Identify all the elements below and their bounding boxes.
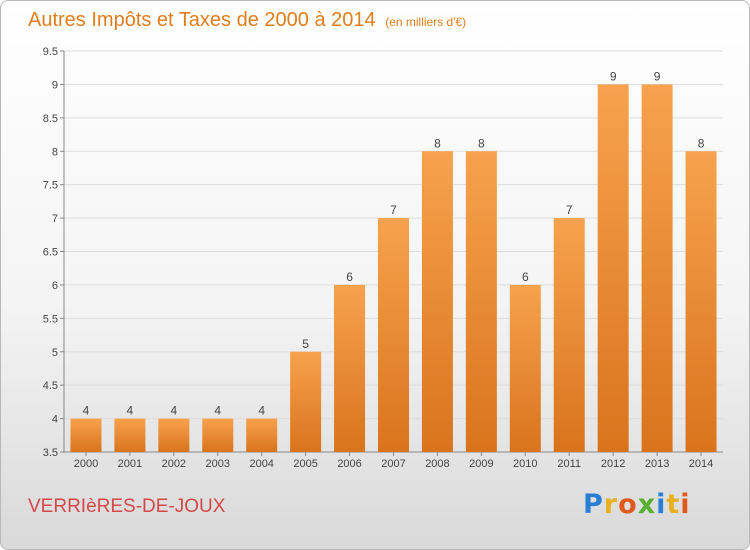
bar — [202, 418, 234, 452]
x-tick-label: 2011 — [557, 458, 581, 470]
labels: 4 4 4 4 4 5 6 7 8 8 6 7 9 9 8 — [83, 69, 705, 417]
bar — [509, 284, 541, 452]
y-tick-label: 5.5 — [43, 313, 58, 325]
y-tick-label: 6.5 — [43, 247, 58, 259]
chart-unit: (en milliers d'€) — [385, 15, 467, 29]
bar-value-label: 7 — [390, 203, 397, 217]
bar-value-label: 4 — [127, 404, 134, 418]
bar — [158, 418, 190, 452]
y-tick-label: 9 — [52, 79, 58, 91]
bar-value-label: 8 — [698, 136, 705, 150]
bar-value-label: 6 — [522, 270, 529, 284]
bar-value-label: 4 — [258, 404, 265, 418]
logo-letter: x — [637, 489, 657, 520]
bar — [334, 284, 366, 452]
bar — [246, 418, 278, 452]
bar-value-label: 4 — [83, 404, 90, 418]
bar — [465, 151, 497, 452]
bar — [553, 218, 585, 452]
bar-value-label: 8 — [434, 136, 441, 150]
y-tick-label: 7.5 — [43, 180, 58, 192]
logo-letter: i — [680, 489, 691, 520]
bars — [70, 84, 717, 453]
x-tick-label: 2013 — [645, 458, 669, 470]
chart-title: Autres Impôts et Taxes de 2000 à 2014 (e… — [28, 9, 466, 32]
chart-title-text: Autres Impôts et Taxes de 2000 à 2014 — [28, 9, 376, 31]
x-tick-label: 2012 — [601, 458, 625, 470]
y-tick-label: 6 — [52, 280, 58, 292]
x-tick-label: 2003 — [206, 458, 230, 470]
y-tick-label: 7 — [52, 213, 58, 225]
x-tick-label: 2010 — [513, 458, 537, 470]
proxiti-logo: Proxiti — [583, 489, 691, 520]
x-tick-label: 2000 — [74, 458, 98, 470]
x-tick-label: 2008 — [425, 458, 449, 470]
logo-letter: o — [618, 489, 638, 520]
logo-letter: r — [603, 489, 619, 520]
bar-value-label: 6 — [346, 270, 353, 284]
bar — [290, 351, 322, 452]
bar-value-label: 5 — [302, 337, 309, 351]
bar-value-label: 7 — [566, 203, 573, 217]
commune-name: VERRIèRES-DE-JOUX — [28, 496, 226, 517]
x-tick-label: 2002 — [162, 458, 186, 470]
bar — [685, 151, 717, 452]
bar — [378, 218, 409, 452]
y-tick-label: 8 — [52, 146, 58, 158]
bar-value-label: 8 — [478, 136, 485, 150]
logo-letter: P — [583, 489, 604, 520]
bar-value-label: 9 — [610, 69, 617, 83]
x-tick-label: 2014 — [689, 458, 713, 470]
y-tick-label: 4 — [52, 414, 58, 426]
x-tick-label: 2007 — [381, 458, 405, 470]
logo-letter: i — [656, 489, 667, 520]
bar-value-label: 9 — [654, 69, 661, 83]
y-tick-label: 8.5 — [43, 113, 58, 125]
y-tick-label: 5 — [52, 347, 58, 359]
y-tick-label: 9.5 — [43, 46, 58, 58]
bar — [70, 418, 102, 452]
x-tick-label: 2004 — [249, 458, 273, 470]
y-tick-label: 3.5 — [43, 447, 58, 459]
bar-value-label: 4 — [170, 404, 177, 418]
bar — [641, 84, 673, 453]
bar — [114, 418, 146, 452]
y-tick-label: 4.5 — [43, 380, 58, 392]
bar — [597, 84, 629, 453]
x-tick-label: 2009 — [469, 458, 493, 470]
logo-letter: t — [666, 489, 681, 520]
x-tick-label: 2005 — [293, 458, 317, 470]
bar-value-label: 4 — [214, 404, 221, 418]
x-tick-label: 2001 — [118, 458, 142, 470]
x-tick-label: 2006 — [337, 458, 361, 470]
bar — [421, 151, 453, 452]
